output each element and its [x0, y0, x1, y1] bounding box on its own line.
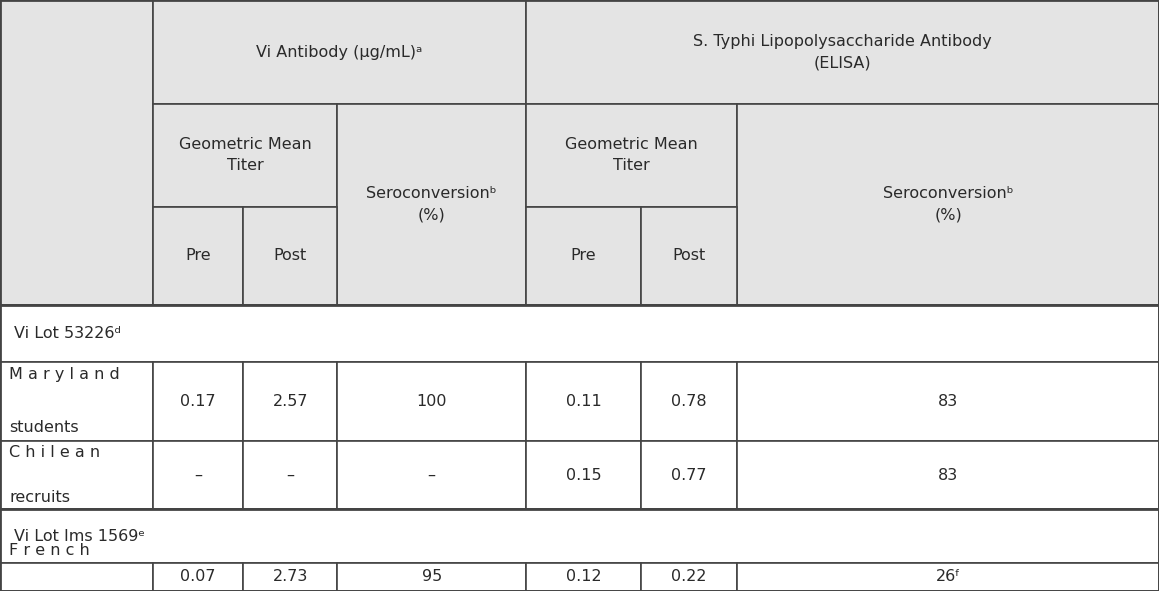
Bar [337, 563, 526, 591]
Bar [526, 207, 641, 305]
Bar [526, 362, 641, 441]
Text: recruits: recruits [9, 490, 71, 505]
Text: 0.07: 0.07 [181, 569, 216, 584]
Bar [337, 104, 526, 305]
Text: –: – [286, 467, 294, 483]
Text: 0.17: 0.17 [181, 394, 216, 409]
Bar [0, 0, 153, 305]
Bar [153, 362, 243, 441]
Text: Seroconversionᵇ
(%): Seroconversionᵇ (%) [366, 187, 497, 222]
Bar [526, 104, 737, 207]
Bar [526, 563, 641, 591]
Text: Vi Lot Ims 1569ᵉ: Vi Lot Ims 1569ᵉ [14, 528, 145, 544]
Text: Geometric Mean
Titer: Geometric Mean Titer [566, 138, 698, 173]
Bar [737, 362, 1159, 441]
Bar [243, 563, 337, 591]
Bar [0, 509, 1159, 563]
Bar [737, 563, 1159, 591]
Text: 83: 83 [938, 467, 958, 483]
Bar [337, 362, 526, 441]
Text: 100: 100 [416, 394, 447, 409]
Bar [337, 441, 526, 509]
Text: Vi Lot 53226ᵈ: Vi Lot 53226ᵈ [14, 326, 121, 341]
Text: 0.11: 0.11 [566, 394, 602, 409]
Text: 0.77: 0.77 [671, 467, 707, 483]
Text: Pre: Pre [570, 248, 597, 264]
Text: Geometric Mean
Titer: Geometric Mean Titer [178, 138, 312, 173]
Text: F r e n c h: F r e n c h [9, 543, 90, 558]
Bar [153, 441, 243, 509]
Text: 0.78: 0.78 [671, 394, 707, 409]
Text: students: students [9, 420, 79, 436]
Text: –: – [195, 467, 202, 483]
Bar [737, 441, 1159, 509]
Bar [153, 563, 243, 591]
Bar [0, 305, 1159, 362]
Text: 26ᶠ: 26ᶠ [935, 569, 961, 584]
Text: Vi Antibody (μg/mL)ᵃ: Vi Antibody (μg/mL)ᵃ [256, 44, 423, 60]
Bar [243, 207, 337, 305]
Bar [737, 104, 1159, 305]
Bar [0, 441, 153, 509]
Bar [243, 441, 337, 509]
Bar [0, 362, 153, 441]
Text: 0.22: 0.22 [671, 569, 707, 584]
Text: S. Typhi Lipopolysaccharide Antibody
(ELISA): S. Typhi Lipopolysaccharide Antibody (EL… [693, 34, 992, 70]
Text: 0.15: 0.15 [566, 467, 602, 483]
Text: Pre: Pre [185, 248, 211, 264]
Text: 83: 83 [938, 394, 958, 409]
Bar [0, 563, 153, 591]
Bar [153, 104, 337, 207]
Bar [641, 207, 737, 305]
Text: M a r y l a n d: M a r y l a n d [9, 367, 121, 382]
Text: Post: Post [672, 248, 706, 264]
Text: 95: 95 [422, 569, 442, 584]
Bar [641, 362, 737, 441]
Text: 2.57: 2.57 [272, 394, 308, 409]
Text: Seroconversionᵇ
(%): Seroconversionᵇ (%) [883, 187, 1013, 222]
Bar [526, 441, 641, 509]
Bar [243, 362, 337, 441]
Text: 2.73: 2.73 [272, 569, 308, 584]
Text: –: – [428, 467, 436, 483]
Bar [153, 0, 526, 104]
Bar [526, 0, 1159, 104]
Text: Post: Post [274, 248, 307, 264]
Bar [641, 563, 737, 591]
Bar [153, 207, 243, 305]
Text: C h i l e a n: C h i l e a n [9, 445, 101, 460]
Text: 0.12: 0.12 [566, 569, 602, 584]
Bar [641, 441, 737, 509]
